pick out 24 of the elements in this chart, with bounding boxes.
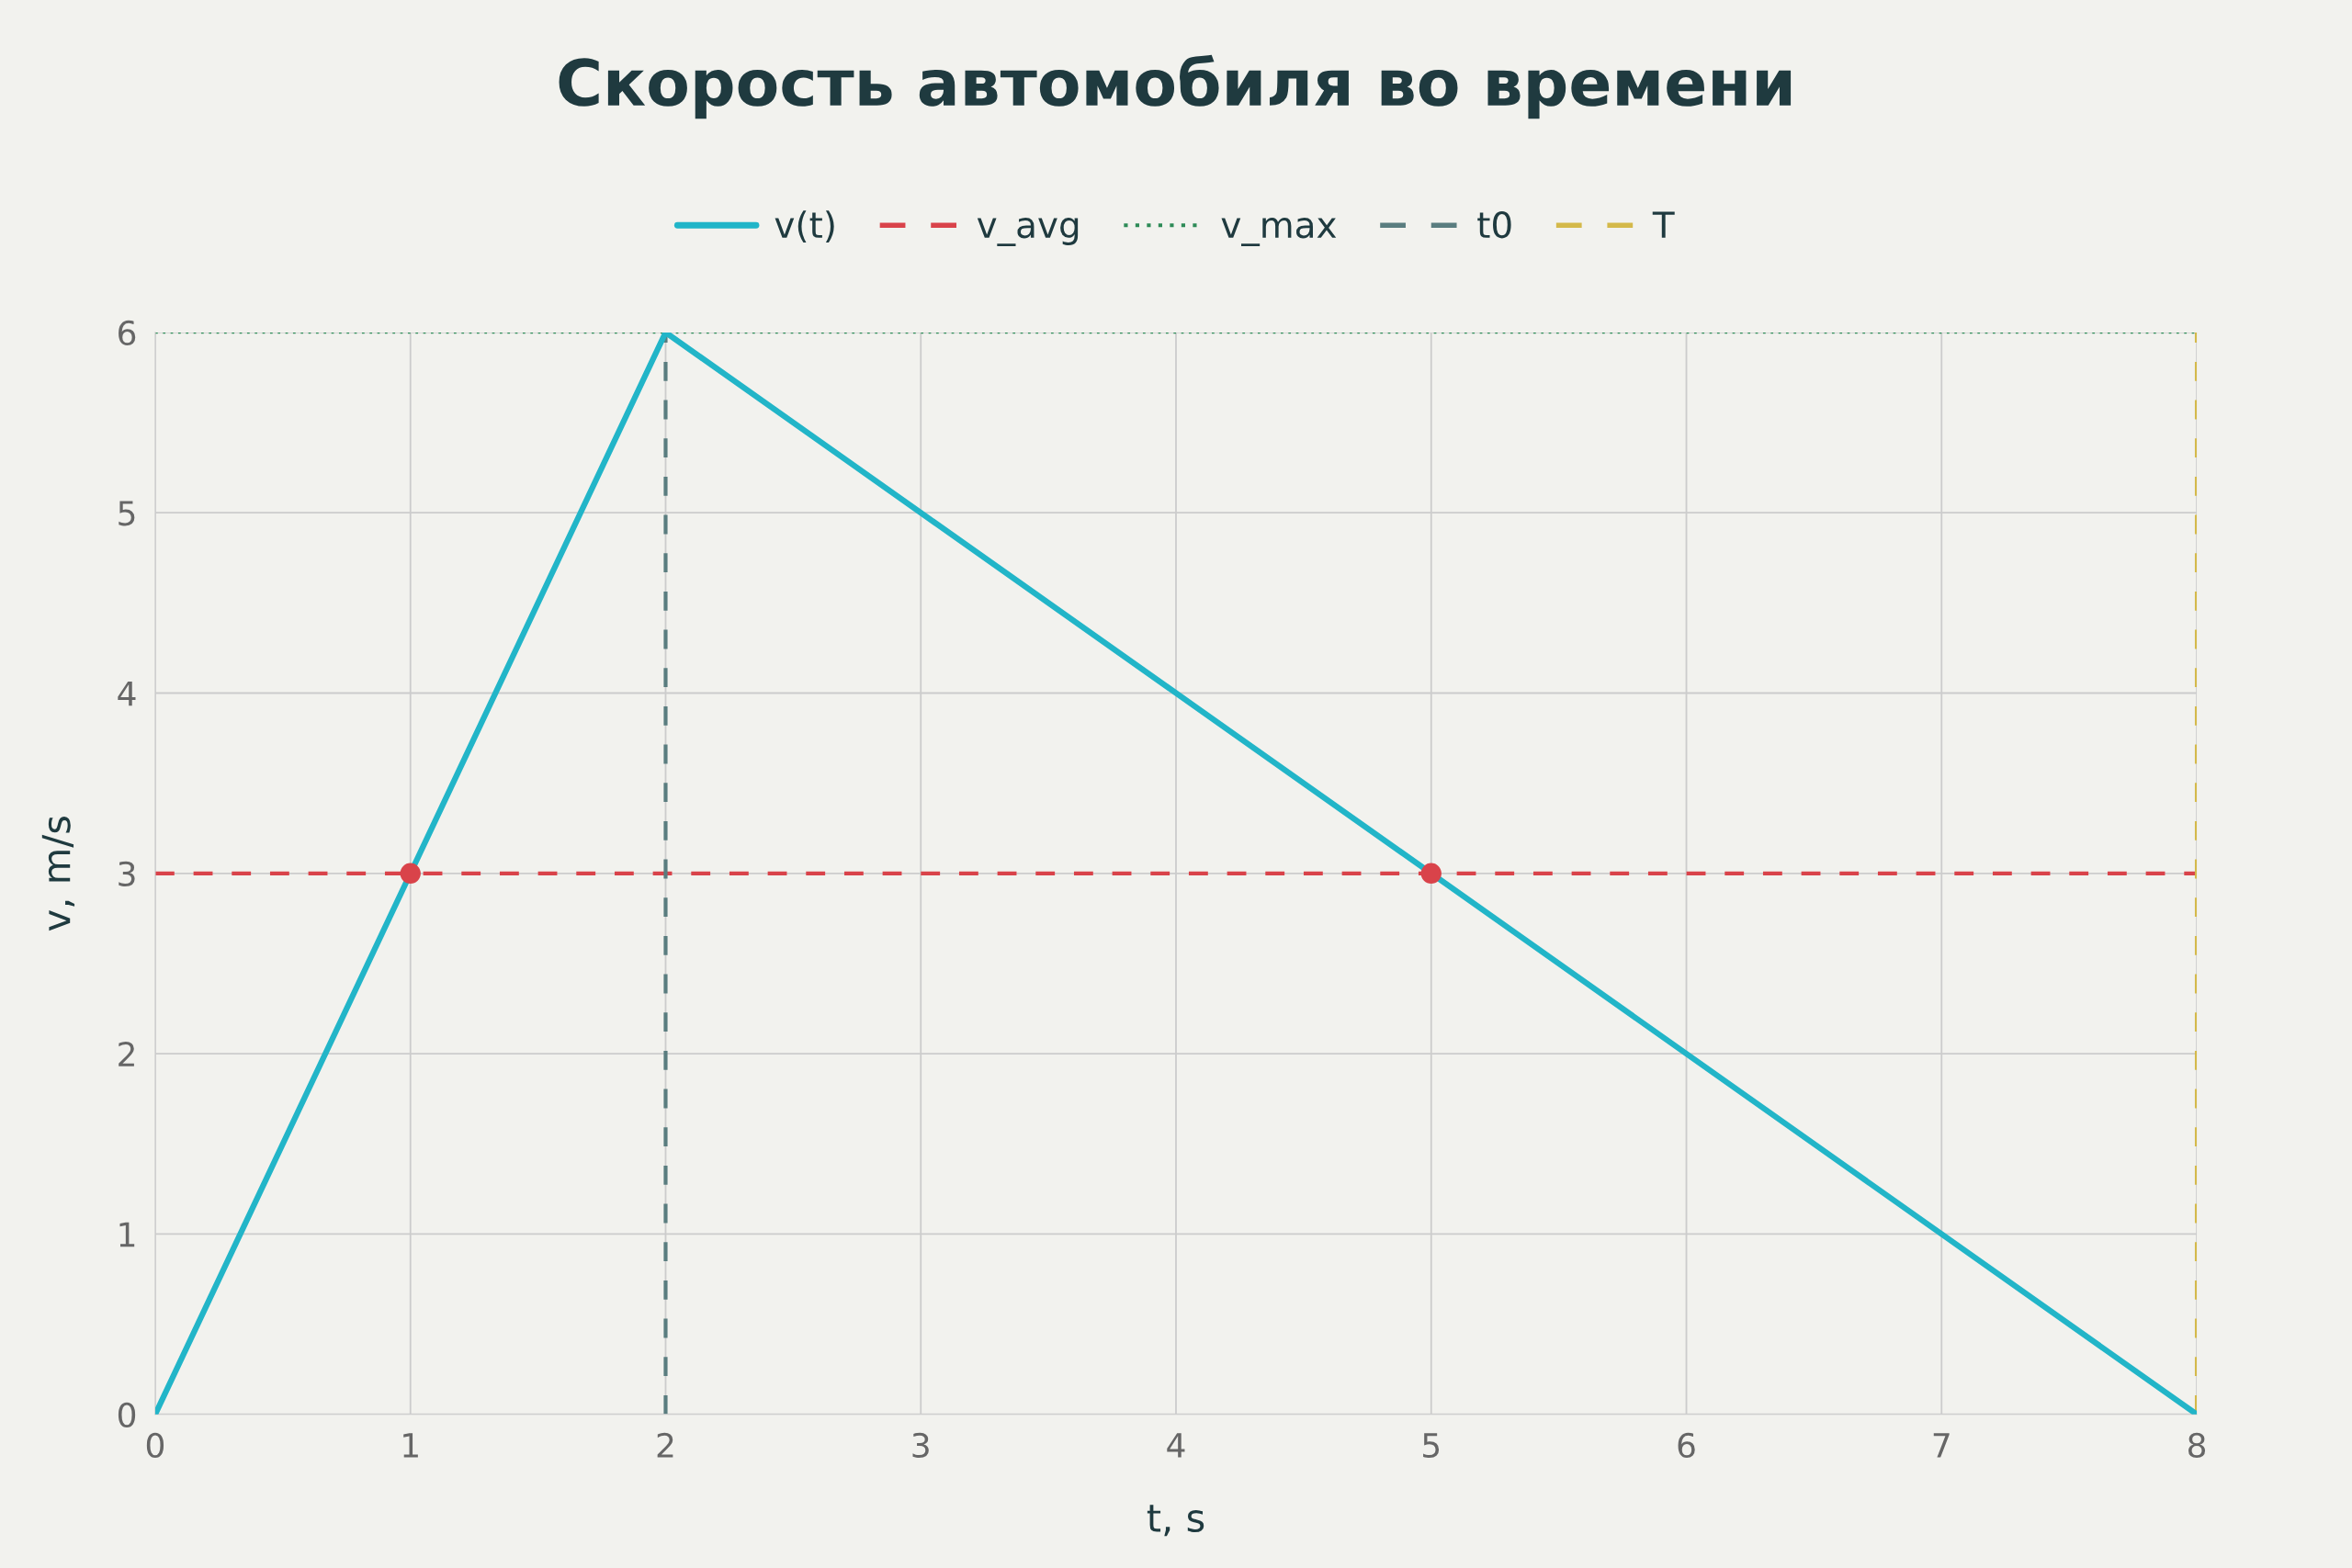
x-tick-label: 0 [146, 1432, 164, 1459]
x-tick-label: 7 [1933, 1433, 1950, 1458]
y-tick-label: 0 [118, 1402, 136, 1427]
y-tick-label: 4 [118, 681, 136, 706]
x-tick-label: 3 [912, 1432, 929, 1459]
y-tick-label: 6 [119, 320, 136, 346]
x-axis-title: t, s [1147, 1505, 1204, 1537]
x-tick-label: 4 [1167, 1433, 1185, 1458]
legend-label: T [1652, 211, 1675, 238]
x-tick-label: 6 [1678, 1432, 1695, 1459]
x-tick-label: 1 [403, 1433, 418, 1458]
y-tick-label: 2 [119, 1042, 134, 1066]
x-tick-label: 2 [657, 1432, 673, 1458]
chart-title: Скорость автомобиля во времени [559, 54, 1792, 119]
legend-label: v_max [1221, 218, 1337, 246]
y-tick-label: 5 [119, 501, 135, 526]
legend-label: v(t) [775, 210, 834, 243]
legend-label: t0 [1477, 210, 1511, 239]
y-axis-title: v, m/s [41, 817, 75, 931]
x-tick-label: 5 [1423, 1433, 1440, 1459]
x-tick-label: 8 [2188, 1432, 2206, 1459]
legend-label: v_avg [977, 218, 1079, 246]
y-tick-label: 3 [119, 861, 135, 887]
y-tick-label: 1 [119, 1222, 135, 1247]
